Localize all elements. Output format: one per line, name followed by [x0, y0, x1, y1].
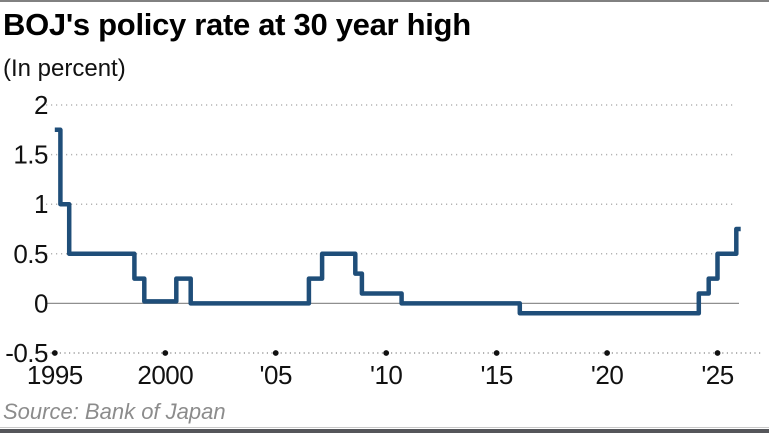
x-tick-label: '05: [260, 360, 292, 390]
x-tick-dot: [604, 350, 610, 356]
bottom-border-rule: [0, 429, 769, 433]
y-tick-label: 0: [34, 288, 48, 318]
x-tick-dot: [383, 350, 390, 356]
y-tick-label: 2: [34, 90, 48, 120]
x-tick-dot: [714, 350, 721, 356]
y-tick-label: 0.5: [13, 239, 48, 269]
source-credit: Source: Bank of Japan: [3, 399, 226, 424]
top-border-rule: [0, 0, 769, 2]
x-tick-label: 1995: [27, 360, 83, 390]
x-tick-label: '15: [480, 360, 512, 390]
x-tick-dot: [51, 350, 58, 356]
y-tick-label: 1.5: [13, 140, 48, 170]
y-tick-label: -0.5: [5, 338, 48, 368]
x-tick-label: '25: [701, 360, 733, 390]
footer-light-rule: [0, 427, 769, 428]
x-tick-label: 2000: [137, 360, 193, 390]
y-axis-unit-label: (In percent): [3, 55, 126, 82]
y-tick-label: 1: [34, 189, 48, 219]
policy-rate-line: [54, 127, 741, 316]
x-tick-dot: [493, 350, 500, 356]
x-tick-dot: [162, 350, 169, 356]
x-tick-dot: [272, 350, 279, 356]
x-tick-label: '10: [370, 360, 402, 390]
page-title: BOJ's policy rate at 30 year high: [3, 7, 471, 42]
x-tick-label: '20: [591, 360, 623, 390]
